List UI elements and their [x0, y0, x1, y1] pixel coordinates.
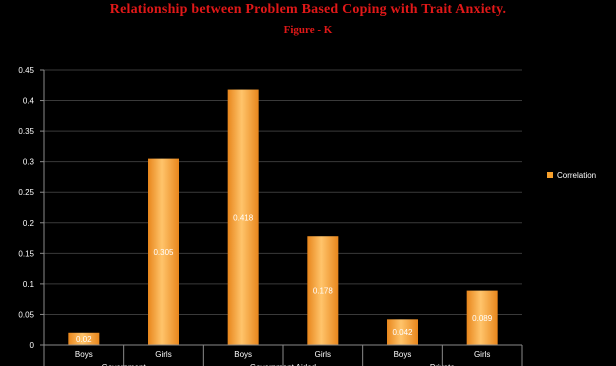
legend-swatch — [547, 172, 553, 178]
data-label: 0.178 — [313, 287, 334, 296]
x-tick-label: Girls — [474, 350, 490, 359]
bar — [307, 236, 339, 345]
x-tick-label: Boys — [394, 350, 412, 359]
data-label: 0.418 — [233, 213, 254, 222]
y-tick-label: 0.15 — [18, 249, 34, 258]
y-tick-label: 0.3 — [23, 158, 35, 167]
x-group-label: Government — [102, 363, 147, 366]
x-tick-label: Boys — [234, 350, 252, 359]
y-tick-label: 0.25 — [18, 188, 34, 197]
bar — [466, 290, 498, 345]
y-tick-label: 0.2 — [23, 219, 35, 228]
data-label: 0.305 — [153, 248, 174, 257]
x-group-label: Private — [430, 363, 455, 366]
x-tick-label: Boys — [75, 350, 93, 359]
bar — [387, 319, 418, 345]
x-group-label: Government Aided — [250, 363, 316, 366]
data-label: 0.089 — [472, 314, 493, 323]
data-label: 0.042 — [392, 328, 413, 337]
bar — [148, 158, 179, 345]
y-tick-label: 0.45 — [18, 66, 34, 75]
y-tick-label: 0.4 — [23, 97, 35, 106]
chart-title: Relationship between Problem Based Copin… — [109, 2, 507, 17]
x-tick-label: Girls — [315, 350, 331, 359]
x-tick-label: Girls — [155, 350, 171, 359]
bar — [227, 89, 259, 345]
chart-subtitle: Figure - K — [283, 24, 333, 36]
legend-label: Correlation — [557, 171, 596, 180]
y-tick-label: 0.05 — [18, 310, 34, 319]
y-tick-label: 0 — [30, 341, 35, 350]
y-tick-label: 0.35 — [18, 127, 34, 136]
bar — [68, 332, 100, 345]
data-label: 0.02 — [76, 335, 92, 344]
y-tick-label: 0.1 — [23, 280, 35, 289]
